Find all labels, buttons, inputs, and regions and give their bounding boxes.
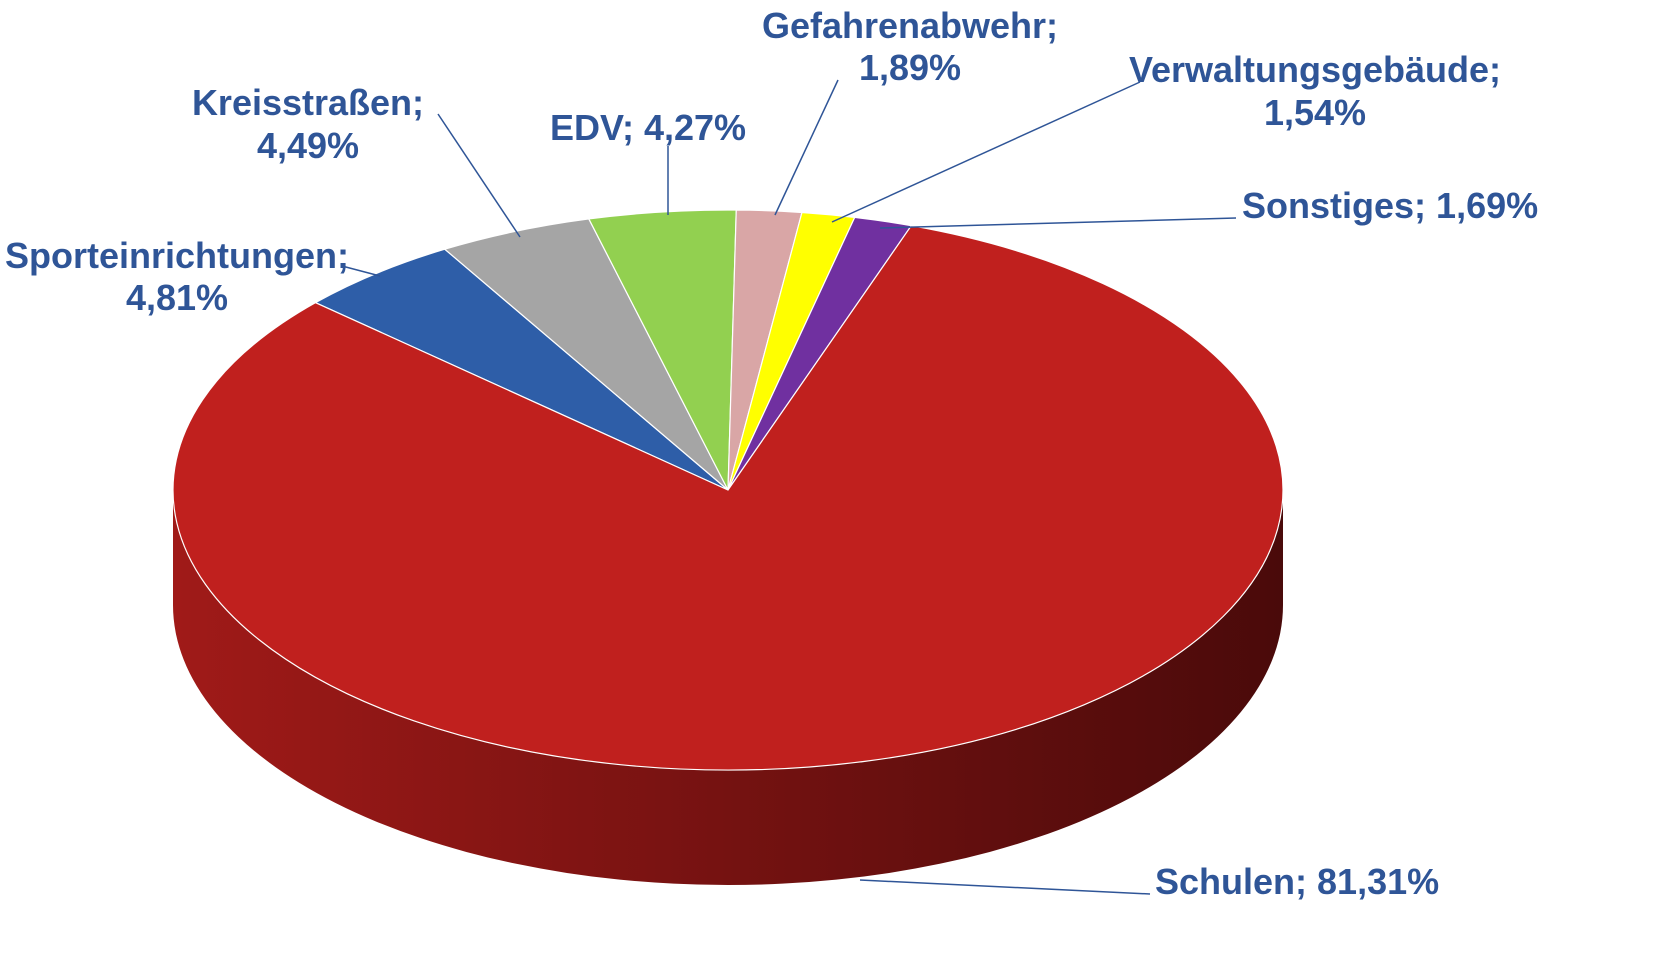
data-label: Gefahrenabwehr; (762, 5, 1058, 46)
data-label: Kreisstraßen; (192, 82, 424, 123)
data-label: Sporteinrichtungen; (5, 235, 349, 276)
pie-slice (314, 248, 729, 491)
data-label: 4,81% (126, 277, 228, 318)
label-separator: ; (412, 82, 424, 123)
leader-line (437, 113, 521, 238)
leader-line (341, 265, 381, 277)
label-value: 81,31% (1317, 861, 1439, 902)
label-category: Gefahrenabwehr (762, 5, 1046, 46)
label-category: Verwaltungsgebäude (1129, 49, 1489, 90)
label-value: 4,27% (644, 107, 746, 148)
data-label: 1,54% (1264, 92, 1366, 133)
data-label: Schulen; 81,31% (1155, 861, 1439, 902)
label-category: EDV (550, 107, 624, 148)
label-value: 1,54% (1264, 92, 1366, 133)
leader-line (774, 79, 839, 216)
label-separator: ; (1295, 861, 1317, 902)
pie-slice (172, 225, 1284, 771)
data-label: Verwaltungsgebäude; (1129, 49, 1501, 90)
label-value: 1,69% (1436, 185, 1538, 226)
data-label: 1,89% (859, 47, 961, 88)
data-label: 4,49% (257, 125, 359, 166)
label-category: Schulen (1155, 861, 1295, 902)
leader-line (831, 81, 1141, 223)
pie-side (173, 490, 1283, 885)
data-label: EDV; 4,27% (550, 107, 746, 148)
label-category: Sonstiges (1242, 185, 1414, 226)
label-value: 4,81% (126, 277, 228, 318)
label-value: 1,89% (859, 47, 961, 88)
label-separator: ; (337, 235, 349, 276)
label-category: Kreisstraßen (192, 82, 412, 123)
data-label: Sonstiges; 1,69% (1242, 185, 1538, 226)
label-separator: ; (1489, 49, 1501, 90)
leader-line (879, 217, 1237, 229)
label-value: 4,49% (257, 125, 359, 166)
leader-line (859, 879, 1151, 895)
label-separator: ; (1414, 185, 1436, 226)
label-category: Sporteinrichtungen (5, 235, 337, 276)
label-separator: ; (1046, 5, 1058, 46)
label-separator: ; (622, 107, 644, 148)
